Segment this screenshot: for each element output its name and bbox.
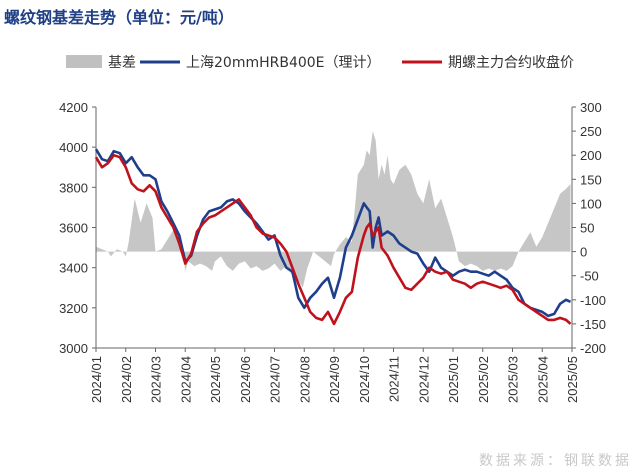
basis-area-layer [96,131,571,288]
right-tick-label: 0 [580,245,587,260]
x-tick-label: 2024/09 [327,356,342,403]
left-tick-label: 4200 [59,100,88,115]
x-tick-label: 2024/08 [297,356,312,403]
x-tick-label: 2024/11 [387,356,402,402]
x-tick-label: 2024/10 [357,356,372,403]
x-tick-label: 2025/05 [565,356,580,403]
right-tick-label: 150 [580,172,602,187]
right-tick-label: -100 [580,293,606,308]
legend-label-2: 期螺主力合约收盘价 [448,54,574,71]
x-tick-label: 2025/02 [476,356,491,403]
left-tick-label: 3200 [59,301,88,316]
x-tick-label: 2024/12 [416,356,431,403]
right-tick-label: 250 [580,124,602,139]
left-tick-label: 4000 [59,140,88,155]
source-watermark: 数据来源：钢联数据 [479,453,632,469]
axes-layer [95,107,573,349]
series-line-2 [94,153,572,326]
x-tick-label: 2024/04 [178,356,193,403]
x-tick-label: 2024/01 [89,356,104,403]
right-tick-label: 100 [580,196,602,211]
x-tick-label: 2024/05 [208,356,223,403]
legend: 基差 上海20mmHRB400E（理计） 期螺主力合约收盘价 [66,54,574,71]
x-tick-label: 2024/02 [119,356,134,403]
right-tick-label: -150 [580,317,606,332]
series-line-1 [94,148,572,318]
right-tick-label: -200 [580,341,606,356]
x-tick-label: 2025/01 [446,356,461,403]
legend-swatch-basis [66,55,102,68]
x-tick-label: 2024/03 [149,356,164,403]
left-axis-ticks: 3000 3200 3400 3600 3800 4000 4200 [59,100,96,356]
x-tick-label: 2025/03 [506,356,521,403]
chart-title: 螺纹钢基差走势（单位：元/吨） [4,8,234,27]
basis-area [96,131,571,288]
x-tick-label: 2024/06 [238,356,253,403]
right-tick-label: -50 [580,269,599,284]
left-tick-label: 3600 [59,221,88,236]
x-tick-label: 2024/07 [268,356,283,403]
left-tick-label: 3800 [59,180,88,195]
x-axis-ticks: 2024/01 2024/02 2024/03 2024/04 2024/05 2024/… [89,348,580,403]
line-layer [94,148,572,326]
right-tick-label: 200 [580,148,602,163]
right-axis-ticks: -200 -150 -100 -50 0 50 100 150 200 250 300 [572,100,606,356]
left-tick-label: 3400 [59,261,88,276]
right-tick-label: 50 [580,221,594,236]
left-tick-label: 3000 [59,341,88,356]
legend-label-0: 基差 [108,54,136,71]
x-tick-label: 2025/04 [535,356,550,403]
legend-label-1: 上海20mmHRB400E（理计） [186,55,381,71]
right-tick-label: 300 [580,100,602,115]
